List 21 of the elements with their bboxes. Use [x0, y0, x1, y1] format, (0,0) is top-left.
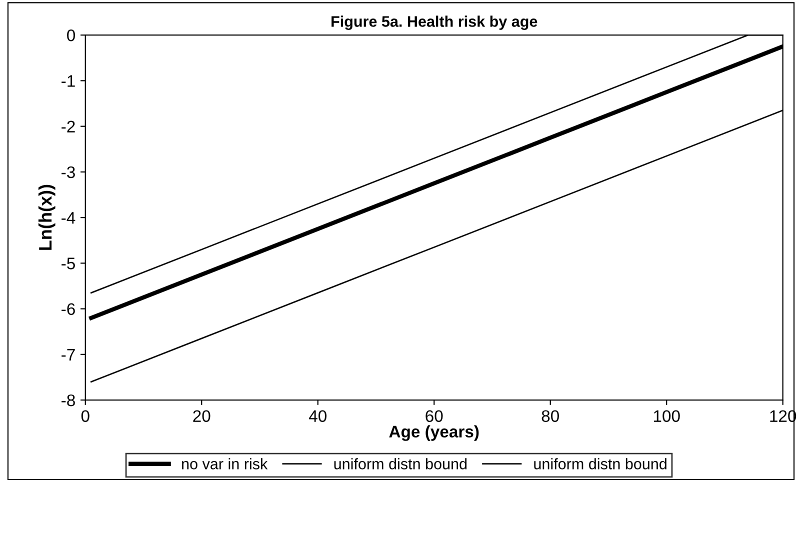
y-tick-label: -5	[62, 258, 75, 270]
x-tick-label: 60	[426, 410, 443, 422]
x-tick-label: 0	[81, 410, 90, 422]
y-tick-label: -4	[62, 212, 76, 224]
legend-label: uniform distn bound	[534, 458, 666, 470]
x-tick-label: 40	[308, 410, 326, 422]
legend-label: uniform distn bound	[334, 458, 467, 470]
y-tick-label: -2	[62, 120, 75, 132]
legend-label: no var in risk	[182, 458, 268, 470]
x-tick-label: 100	[654, 410, 680, 422]
y-tick-label: -8	[62, 394, 75, 406]
y-tick-label: 0	[67, 29, 76, 42]
y-tick-label: -6	[62, 303, 75, 315]
x-tick-label: 80	[542, 410, 559, 422]
y-axis-title: Ln(h(x))	[38, 184, 56, 250]
y-tick-label: -3	[62, 166, 75, 178]
y-tick-label: -1	[62, 75, 75, 87]
y-tick-label: -7	[62, 348, 75, 360]
chart-title: Figure 5a. Health risk by age	[332, 16, 538, 30]
x-axis-title: Age (years)	[389, 425, 479, 441]
x-tick-label: 20	[193, 410, 210, 422]
